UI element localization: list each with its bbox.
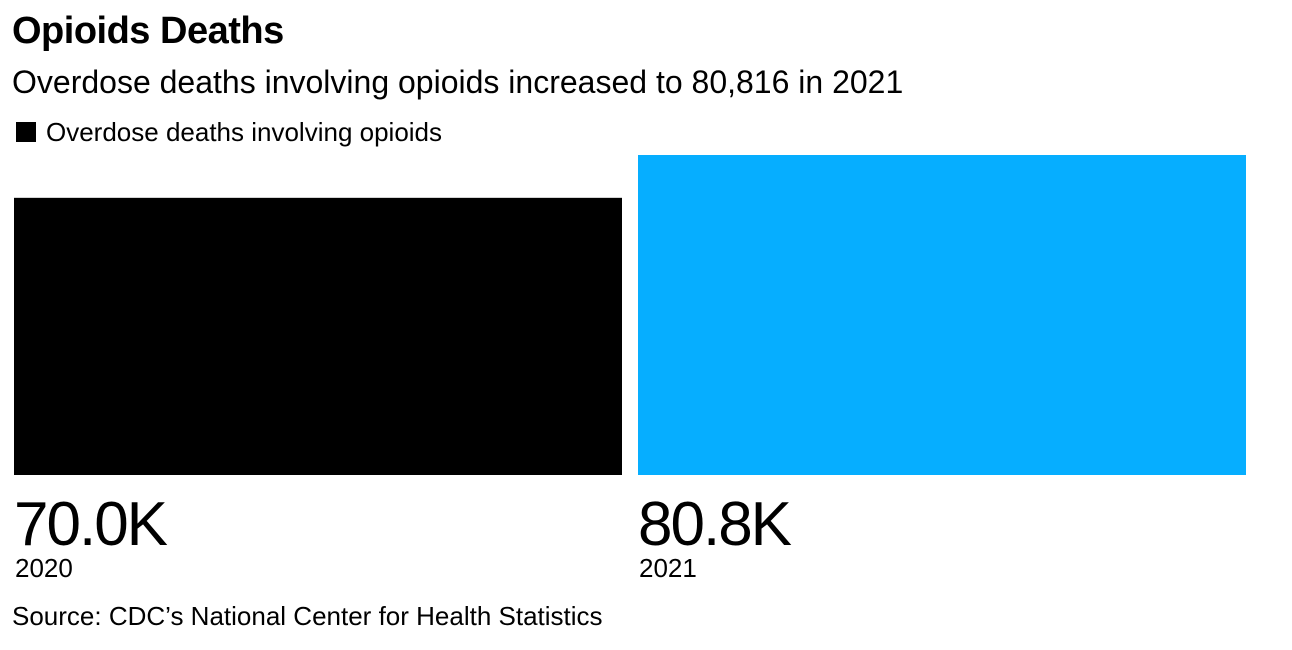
category-label-2020: 2020 xyxy=(15,553,73,583)
chart-title: Opioids Deaths xyxy=(12,10,284,52)
value-label-2021: 80.8K xyxy=(638,490,792,559)
legend-swatch xyxy=(16,122,36,142)
bar-2021 xyxy=(638,155,1246,475)
legend: Overdose deaths involving opioids xyxy=(16,116,442,148)
category-label-2021: 2021 xyxy=(639,553,697,583)
value-label-2020: 70.0K xyxy=(14,490,168,559)
source-note: Source: CDC’s National Center for Health… xyxy=(12,601,603,631)
legend-label: Overdose deaths involving opioids xyxy=(46,117,443,147)
chart-subtitle: Overdose deaths involving opioids increa… xyxy=(12,64,904,100)
bar-2020 xyxy=(14,197,622,476)
